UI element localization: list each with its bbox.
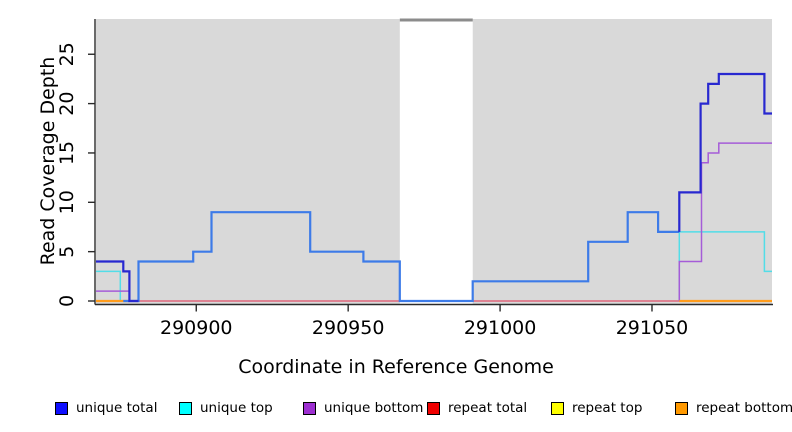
legend-item-repeat-total: repeat total — [427, 399, 527, 417]
plot-panel-right — [472, 19, 772, 304]
legend-swatch-icon — [303, 401, 316, 415]
x-tick-label: 291000 — [464, 317, 537, 339]
y-tick-label: 25 — [56, 42, 78, 66]
legend-label: unique top — [200, 400, 273, 416]
chart-legend: unique total unique top unique bottom repea… — [0, 399, 792, 421]
series-line-total-coverage-unlabeled-bright-blue- — [123, 211, 680, 303]
plot-panel-left — [96, 19, 400, 304]
y-tick-label: 10 — [56, 190, 78, 214]
x-axis-title: Coordinate in Reference Genome — [238, 356, 554, 378]
y-axis-title: Read Coverage Depth — [37, 56, 59, 266]
legend-label: repeat bottom — [696, 400, 792, 416]
legend-label: unique bottom — [324, 400, 424, 416]
y-tick-label: 15 — [56, 141, 78, 165]
legend-swatch-icon — [179, 401, 192, 415]
legend-item-unique-top: unique top — [179, 399, 273, 417]
y-tick-label: 0 — [56, 295, 78, 307]
legend-item-unique-total: unique total — [55, 399, 157, 417]
x-tick-label: 290900 — [160, 317, 233, 339]
legend-item-unique-bottom: unique bottom — [303, 399, 423, 417]
x-tick-label: 290950 — [312, 317, 385, 339]
legend-label: repeat total — [448, 400, 528, 416]
legend-swatch-icon — [675, 401, 688, 415]
series-line-unique-top — [678, 231, 772, 301]
legend-swatch-icon — [551, 401, 564, 415]
legend-swatch-icon — [55, 401, 68, 415]
y-tick-label: 20 — [56, 92, 78, 116]
series-line-unique-total — [96, 260, 139, 303]
x-tick-label: 291050 — [616, 317, 689, 339]
series-line-unique-bottom — [678, 142, 772, 301]
gap-top-bar — [399, 18, 473, 22]
legend-item-repeat-top: repeat top — [551, 399, 642, 417]
legend-item-repeat-bottom: repeat bottom — [675, 399, 792, 417]
legend-swatch-icon — [427, 401, 440, 415]
legend-label: repeat top — [572, 400, 643, 416]
legend-label: unique total — [76, 400, 158, 416]
series-line-unique-total — [678, 72, 772, 232]
y-tick-label: 5 — [56, 246, 78, 258]
